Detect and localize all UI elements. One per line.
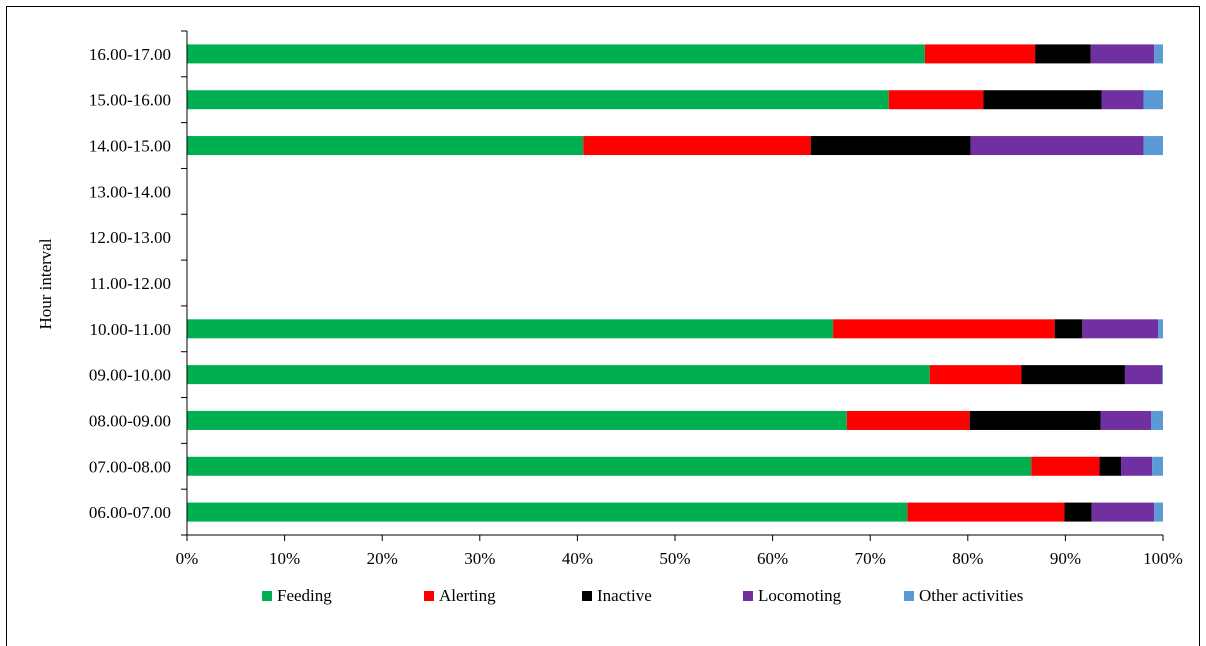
legend-label: Other activities: [919, 586, 1023, 605]
legend-item-other-activities: Other activities: [904, 586, 1023, 605]
bar-other-activities-14.00-15.00: [1143, 136, 1163, 156]
x-tick-label: 20%: [367, 549, 398, 568]
y-tick-label: 14.00-15.00: [89, 137, 171, 156]
bar-feeding-14.00-15.00: [187, 136, 584, 156]
bar-locomoting-07.00-08.00: [1121, 456, 1153, 476]
legend-swatch: [582, 591, 592, 601]
legend-item-locomoting: Locomoting: [743, 586, 842, 605]
y-tick-label: 11.00-12.00: [89, 274, 171, 293]
y-tick-label: 09.00-10.00: [89, 366, 171, 385]
legend-swatch: [262, 591, 272, 601]
legend-label: Alerting: [439, 586, 496, 605]
bar-other-activities-07.00-08.00: [1152, 456, 1163, 476]
x-tick-label: 40%: [562, 549, 593, 568]
axes-layer: [181, 30, 1164, 541]
legend-label: Locomoting: [758, 586, 842, 605]
x-tick-label: 60%: [757, 549, 788, 568]
chart-frame: [6, 6, 1200, 646]
stacked-bar-chart: 06.00-07.00 07.00-08.00 08.00-09.00 09.00-1…: [36, 30, 1183, 605]
bar-inactive-09.00-10.00: [1021, 365, 1125, 385]
legend-label: Inactive: [597, 586, 652, 605]
x-tick-label: 10%: [269, 549, 300, 568]
y-tick-label: 12.00-13.00: [89, 228, 171, 247]
legend-label: Feeding: [277, 586, 332, 605]
bar-alerting-07.00-08.00: [1031, 456, 1100, 476]
legend-swatch: [424, 591, 434, 601]
x-tick-label: 0%: [176, 549, 199, 568]
bar-locomoting-09.00-10.00: [1124, 365, 1163, 385]
x-tick-label: 70%: [855, 549, 886, 568]
bar-inactive-08.00-09.00: [969, 410, 1101, 430]
bar-alerting-10.00-11.00: [833, 319, 1055, 339]
bar-feeding-10.00-11.00: [187, 319, 834, 339]
bars-layer: [187, 44, 1163, 522]
y-tick-label: 08.00-09.00: [89, 411, 171, 430]
bar-inactive-07.00-08.00: [1099, 456, 1122, 476]
bar-alerting-14.00-15.00: [583, 136, 811, 156]
bar-feeding-06.00-07.00: [187, 502, 908, 522]
bar-other-activities-08.00-09.00: [1151, 410, 1163, 430]
bar-other-activities-15.00-16.00: [1143, 90, 1163, 110]
bar-alerting-06.00-07.00: [907, 502, 1065, 522]
y-tick-label: 07.00-08.00: [89, 457, 171, 476]
bar-other-activities-10.00-11.00: [1158, 319, 1163, 339]
bar-alerting-15.00-16.00: [888, 90, 984, 110]
bar-alerting-08.00-09.00: [846, 410, 970, 430]
bar-feeding-16.00-17.00: [187, 44, 925, 64]
bar-locomoting-15.00-16.00: [1101, 90, 1144, 110]
bar-locomoting-10.00-11.00: [1081, 319, 1159, 339]
bar-inactive-16.00-17.00: [1035, 44, 1091, 64]
bar-feeding-07.00-08.00: [187, 456, 1032, 476]
y-tick-label: 13.00-14.00: [89, 182, 171, 201]
x-tick-label: 50%: [659, 549, 690, 568]
y-tick-labels: 06.00-07.00 07.00-08.00 08.00-09.00 09.00-1…: [89, 45, 171, 522]
bar-inactive-10.00-11.00: [1054, 319, 1082, 339]
bar-alerting-16.00-17.00: [924, 44, 1036, 64]
bar-other-activities-16.00-17.00: [1154, 44, 1163, 64]
bar-feeding-15.00-16.00: [187, 90, 889, 110]
bar-locomoting-08.00-09.00: [1100, 410, 1152, 430]
bar-alerting-09.00-10.00: [929, 365, 1022, 385]
bar-inactive-14.00-15.00: [810, 136, 971, 156]
bar-locomoting-14.00-15.00: [970, 136, 1144, 156]
y-tick-label: 06.00-07.00: [89, 503, 171, 522]
legend-item-feeding: Feeding: [262, 586, 332, 605]
x-tick-labels: 0% 10% 20% 30% 40% 50% 60% 70% 80% 90% 100%: [176, 549, 1183, 568]
bar-inactive-15.00-16.00: [983, 90, 1102, 110]
x-tick-label: 100%: [1143, 549, 1183, 568]
y-axis-title: Hour interval: [36, 238, 55, 329]
x-tick-label: 30%: [464, 549, 495, 568]
legend-swatch: [904, 591, 914, 601]
bar-other-activities-09.00-10.00: [1162, 365, 1163, 385]
x-tick-label: 80%: [952, 549, 983, 568]
bar-feeding-08.00-09.00: [187, 410, 847, 430]
y-tick-label: 10.00-11.00: [89, 320, 171, 339]
x-tick-label: 90%: [1050, 549, 1081, 568]
legend-item-inactive: Inactive: [582, 586, 652, 605]
y-tick-label: 15.00-16.00: [89, 91, 171, 110]
bar-feeding-09.00-10.00: [187, 365, 930, 385]
bar-locomoting-06.00-07.00: [1091, 502, 1155, 522]
legend-item-alerting: Alerting: [424, 586, 496, 605]
bar-locomoting-16.00-17.00: [1090, 44, 1155, 64]
legend-swatch: [743, 591, 753, 601]
bar-other-activities-06.00-07.00: [1154, 502, 1163, 522]
legend: Feeding Alerting Inactive Locomoting Other a…: [262, 586, 1023, 605]
bar-inactive-06.00-07.00: [1064, 502, 1092, 522]
y-tick-label: 16.00-17.00: [89, 45, 171, 64]
